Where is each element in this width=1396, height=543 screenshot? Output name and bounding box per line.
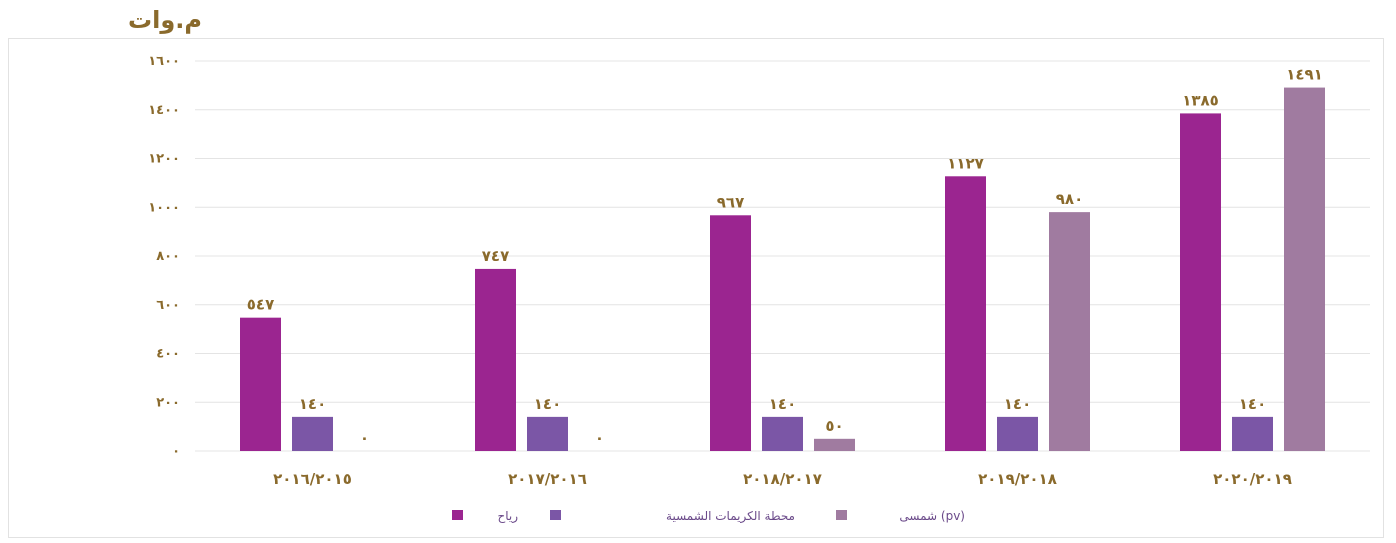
y-tick-label: ٨٠٠ [156, 249, 180, 264]
bar [292, 416, 333, 451]
chart-frame [8, 38, 1384, 538]
data-label: ١٤٠ [1239, 395, 1266, 413]
bar [1049, 212, 1090, 451]
legend-swatch [836, 510, 847, 520]
x-tick-label: ٢٠١٩/٢٠١٨ [978, 470, 1057, 488]
bar [762, 416, 803, 451]
y-tick-label: ١٤٠٠ [148, 103, 180, 118]
y-tick-label: ٦٠٠ [156, 298, 180, 313]
bar [997, 416, 1038, 451]
bar [814, 438, 855, 451]
bar [1180, 113, 1221, 451]
x-tick-label: ٢٠١٨/٢٠١٧ [743, 470, 822, 488]
data-label: ٥٠ [825, 417, 843, 435]
data-label: ١٤٩١ [1286, 66, 1323, 84]
y-tick-label: ١٠٠٠ [148, 200, 180, 215]
data-label: ١٤٠ [534, 395, 561, 413]
legend-swatch [452, 510, 463, 520]
y-tick-label: ١٢٠٠ [148, 152, 180, 167]
y-tick-label: ٤٠٠ [156, 347, 180, 362]
bar [1232, 416, 1273, 451]
bar [1284, 87, 1325, 451]
y-tick-label: ١٦٠٠ [148, 54, 180, 69]
bar [710, 215, 751, 451]
bar [240, 317, 281, 451]
data-label: ٩٨٠ [1056, 190, 1083, 208]
legend-label: رياح [497, 509, 518, 524]
bar [475, 268, 516, 451]
y-tick-label: ٠ [172, 444, 180, 459]
data-label: ١٤٠ [299, 395, 326, 413]
data-label: ١٣٨٥ [1182, 91, 1219, 109]
bar [527, 416, 568, 451]
x-tick-label: ٢٠١٧/٢٠١٦ [508, 470, 587, 488]
bar [945, 176, 986, 451]
legend-label: شمسى (pv) [899, 509, 965, 523]
data-label: ٠ [595, 429, 604, 447]
x-tick-label: ٢٠١٦/٢٠١٥ [273, 470, 352, 488]
data-label: ٠ [360, 429, 369, 447]
y-tick-label: ٢٠٠ [156, 395, 180, 410]
y-unit-label: م.وات [128, 6, 202, 34]
data-label: ١٤٠ [769, 395, 796, 413]
legend-swatch [550, 510, 561, 520]
data-label: ١١٢٧ [947, 154, 984, 172]
data-label: ٩٦٧ [717, 193, 744, 211]
legend-label: محطة الكريمات الشمسية [666, 509, 795, 524]
data-label: ١٤٠ [1004, 395, 1031, 413]
data-label: ٧٤٧ [482, 247, 509, 265]
x-tick-label: ٢٠٢٠/٢٠١٩ [1213, 470, 1292, 488]
data-label: ٥٤٧ [247, 296, 274, 314]
